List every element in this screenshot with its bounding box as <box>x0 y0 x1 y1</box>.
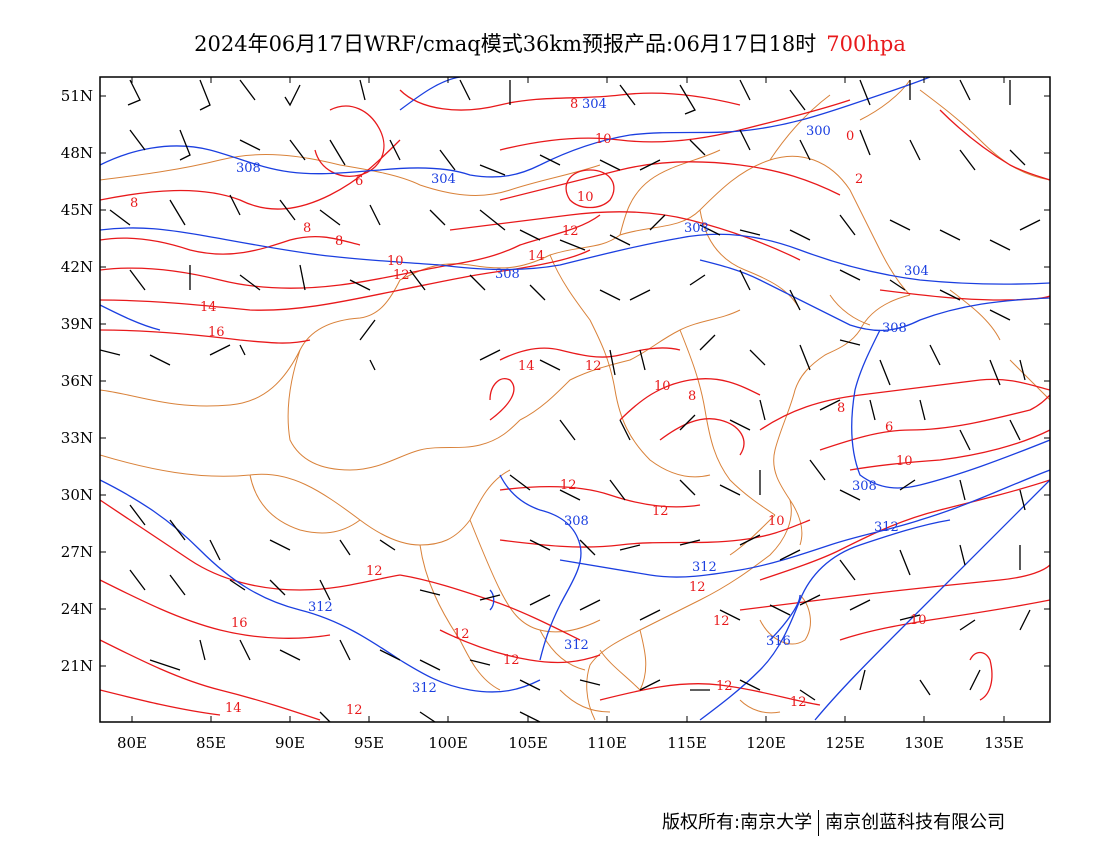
temperature-label: 12 <box>560 478 577 493</box>
temperature-label: 8 <box>335 234 343 249</box>
lon-label: 130E <box>904 734 944 752</box>
copyright-left: 版权所有:南京大学 <box>662 812 813 833</box>
copyright-note: 版权所有:南京大学 南京创蓝科技有限公司 <box>662 808 1005 836</box>
lat-label: 48N <box>61 144 93 162</box>
temperature-label: 12 <box>562 224 579 239</box>
height-label: 308 <box>236 161 261 176</box>
temperature-label: 12 <box>366 564 383 579</box>
lon-label: 110E <box>587 734 627 752</box>
height-label: 312 <box>412 681 437 696</box>
height-label: 312 <box>308 600 333 615</box>
plot-frame <box>99 76 1051 723</box>
temperature-contours <box>100 89 1050 721</box>
lon-label: 105E <box>508 734 548 752</box>
lon-label: 135E <box>984 734 1024 752</box>
temperature-label: 10 <box>768 514 785 529</box>
latitude-labels: 51N 48N 45N 42N 39N 36N 33N 30N 27N 24N … <box>61 87 93 675</box>
temperature-label: 10 <box>595 132 612 147</box>
temperature-label: 12 <box>453 627 470 642</box>
lat-label: 51N <box>61 87 93 105</box>
lat-label: 36N <box>61 372 93 390</box>
temperature-label: 12 <box>716 679 733 694</box>
lat-label: 39N <box>61 315 93 333</box>
temperature-label: 6 <box>355 174 363 189</box>
temperature-label: 6 <box>885 420 893 435</box>
temperature-label: 10 <box>910 613 927 628</box>
lon-label: 80E <box>117 734 147 752</box>
height-contours <box>100 77 1050 721</box>
temperature-label: 12 <box>790 695 807 710</box>
temperature-label: 14 <box>528 249 545 264</box>
chart-title: 2024年06月17日WRF/cmaq模式36km预报产品:06月17日18时 7… <box>0 28 1100 58</box>
height-label: 312 <box>874 520 899 535</box>
height-label: 316 <box>766 634 791 649</box>
contour-labels: 304 300 308 304 308 308 308 304 308 308 … <box>130 97 929 718</box>
temperature-label: 14 <box>225 701 242 716</box>
temperature-label: 16 <box>208 325 225 340</box>
temperature-label: 14 <box>200 300 217 315</box>
temperature-label: 12 <box>689 580 706 595</box>
temperature-label: 12 <box>393 268 410 283</box>
height-label: 308 <box>882 321 907 336</box>
height-label: 308 <box>684 221 709 236</box>
lon-label: 85E <box>196 734 226 752</box>
lon-label: 120E <box>746 734 786 752</box>
temperature-label: 8 <box>130 196 138 211</box>
height-label: 304 <box>904 264 929 279</box>
temperature-label: 12 <box>346 703 363 718</box>
temperature-label: 8 <box>570 97 578 112</box>
temperature-label: 10 <box>654 379 671 394</box>
height-label: 308 <box>495 267 520 282</box>
temperature-label: 16 <box>231 616 248 631</box>
copyright-right: 南京创蓝科技有限公司 <box>825 812 1006 833</box>
title-level: 700hpa <box>826 32 906 56</box>
height-label: 312 <box>692 560 717 575</box>
lon-label: 100E <box>428 734 468 752</box>
height-label: 308 <box>564 514 589 529</box>
lat-label: 45N <box>61 201 93 219</box>
height-label: 304 <box>431 172 456 187</box>
temperature-label: 2 <box>855 172 863 187</box>
height-label: 300 <box>806 124 831 139</box>
temperature-label: 12 <box>585 359 602 374</box>
lat-label: 30N <box>61 486 93 504</box>
height-label: 312 <box>564 638 589 653</box>
temperature-label: 14 <box>518 359 535 374</box>
lon-label: 90E <box>275 734 305 752</box>
lat-label: 21N <box>61 657 93 675</box>
temperature-label: 10 <box>387 254 404 269</box>
lat-label: 27N <box>61 543 93 561</box>
temperature-label: 12 <box>503 653 520 668</box>
border-lines <box>100 79 1050 721</box>
temperature-label: 10 <box>577 190 594 205</box>
lat-label: 33N <box>61 429 93 447</box>
title-main: 2024年06月17日WRF/cmaq模式36km预报产品:06月17日18时 <box>194 32 817 56</box>
wind-barbs <box>100 79 1041 722</box>
lat-label: 24N <box>61 600 93 618</box>
axis-ticks <box>100 77 1050 722</box>
temperature-label: 10 <box>896 454 913 469</box>
height-label: 308 <box>852 479 877 494</box>
copyright-divider <box>818 810 820 836</box>
lon-label: 115E <box>667 734 707 752</box>
lon-label: 125E <box>825 734 865 752</box>
temperature-label: 12 <box>652 504 669 519</box>
temperature-label: 8 <box>303 221 311 236</box>
height-label: 304 <box>582 97 607 112</box>
lon-label: 95E <box>354 734 384 752</box>
temperature-label: 0 <box>846 129 854 144</box>
longitude-labels: 80E 85E 90E 95E 100E 105E 110E 115E 120E… <box>117 734 1024 752</box>
temperature-label: 12 <box>713 614 730 629</box>
temperature-label: 8 <box>837 401 845 416</box>
lat-label: 42N <box>61 258 93 276</box>
temperature-label: 8 <box>688 389 696 404</box>
